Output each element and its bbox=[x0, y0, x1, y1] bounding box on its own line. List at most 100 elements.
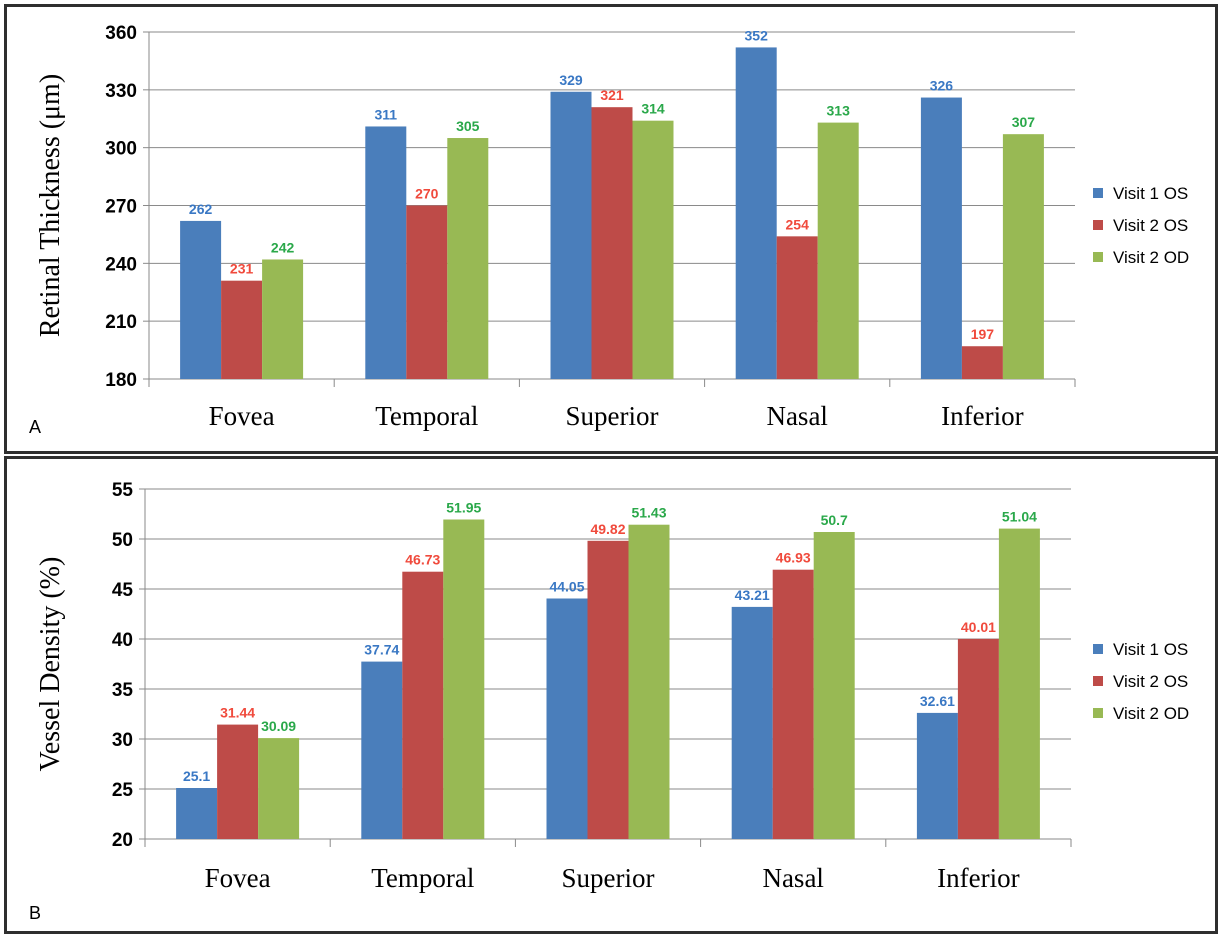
legend-swatch bbox=[1093, 676, 1103, 686]
bar bbox=[365, 126, 407, 379]
legend-swatch bbox=[1093, 252, 1103, 262]
bar bbox=[916, 712, 958, 839]
bar bbox=[817, 122, 859, 379]
vessel-density-chart: 20 25 30 35 40 45 50 55 Vessel Density (%) Fovea 2… bbox=[35, 480, 1189, 893]
data-label: 25.1 bbox=[183, 768, 210, 784]
y-tick-label: 25 bbox=[112, 780, 134, 801]
y-axis-label: Retinal Thickness (μm) bbox=[35, 74, 66, 337]
bar bbox=[587, 540, 629, 839]
legend-swatch bbox=[1093, 188, 1103, 198]
data-label: 51.04 bbox=[1002, 509, 1037, 525]
y-tick-label: 50 bbox=[112, 530, 133, 551]
bar bbox=[176, 788, 218, 839]
bar bbox=[920, 97, 962, 380]
bar bbox=[591, 107, 633, 379]
bar bbox=[731, 606, 773, 839]
x-tick-label: Superior bbox=[566, 401, 659, 431]
data-label: 311 bbox=[375, 106, 398, 122]
y-tick-label: 30 bbox=[112, 730, 133, 751]
x-tick-label: Fovea bbox=[209, 401, 275, 431]
bar bbox=[957, 638, 999, 839]
bar bbox=[262, 259, 304, 379]
data-label: 262 bbox=[189, 201, 213, 217]
data-label: 50.7 bbox=[821, 512, 848, 528]
bar bbox=[406, 205, 448, 379]
x-tick-label: Inferior bbox=[937, 863, 1019, 893]
y-tick-label: 55 bbox=[112, 480, 134, 501]
bar bbox=[402, 571, 444, 839]
y-tick-label: 240 bbox=[105, 254, 137, 275]
panel-b: 20 25 30 35 40 45 50 55 Vessel Density (%) Fovea 2… bbox=[4, 456, 1218, 934]
bar bbox=[776, 236, 818, 379]
data-label: 270 bbox=[415, 186, 439, 202]
x-tick-label: Temporal bbox=[375, 401, 478, 431]
data-label: 31.44 bbox=[220, 705, 255, 721]
bar bbox=[628, 524, 670, 839]
bar bbox=[632, 120, 674, 379]
data-label: 313 bbox=[827, 103, 851, 119]
y-tick-label: 45 bbox=[112, 580, 134, 601]
bar bbox=[961, 346, 1003, 379]
data-label: 242 bbox=[271, 239, 295, 255]
y-tick-label: 270 bbox=[105, 197, 137, 218]
legend-label: Visit 2 OD bbox=[1113, 704, 1189, 723]
legend-label: Visit 1 OS bbox=[1113, 640, 1188, 659]
data-label: 44.05 bbox=[549, 579, 584, 595]
bar bbox=[443, 519, 485, 839]
data-label: 231 bbox=[230, 261, 254, 277]
legend-swatch bbox=[1093, 220, 1103, 230]
x-tick-label: Fovea bbox=[205, 863, 271, 893]
data-label: 352 bbox=[745, 27, 769, 43]
data-label: 49.82 bbox=[590, 521, 625, 537]
x-tick-label: Nasal bbox=[762, 863, 823, 893]
y-tick-label: 210 bbox=[105, 312, 137, 333]
panel-letter-b: B bbox=[29, 903, 42, 923]
bar bbox=[447, 138, 489, 379]
data-label: 32.61 bbox=[920, 693, 955, 709]
y-tick-label: 360 bbox=[105, 23, 137, 44]
x-tick-label: Superior bbox=[562, 863, 655, 893]
data-label: 46.93 bbox=[776, 550, 811, 566]
bar bbox=[217, 724, 259, 839]
legend-label: Visit 2 OS bbox=[1113, 216, 1188, 235]
y-tick-label: 40 bbox=[112, 630, 133, 651]
bar bbox=[546, 598, 588, 839]
bar bbox=[735, 47, 777, 380]
y-tick-label: 35 bbox=[112, 680, 134, 701]
bar bbox=[998, 528, 1040, 839]
data-label: 321 bbox=[600, 87, 624, 103]
data-label: 30.09 bbox=[261, 718, 296, 734]
data-label: 326 bbox=[930, 78, 954, 94]
y-tick-label: 20 bbox=[112, 830, 133, 851]
x-tick-label: Temporal bbox=[371, 863, 474, 893]
legend-swatch bbox=[1093, 644, 1103, 654]
data-label: 329 bbox=[559, 72, 583, 88]
panel-letter-a: A bbox=[29, 417, 42, 437]
bar bbox=[180, 220, 222, 379]
bar bbox=[258, 738, 300, 839]
x-tick-label: Nasal bbox=[766, 401, 827, 431]
data-label: 307 bbox=[1012, 114, 1036, 130]
data-label: 40.01 bbox=[961, 619, 996, 635]
legend-label: Visit 1 OS bbox=[1113, 184, 1188, 203]
panel-a: 180 210 240 270 300 330 360 Retinal Thickness (… bbox=[4, 4, 1218, 454]
retinal-thickness-chart: 180 210 240 270 300 330 360 Retinal Thickness (… bbox=[35, 23, 1189, 431]
data-label: 305 bbox=[456, 118, 480, 134]
x-tick-label: Inferior bbox=[941, 401, 1023, 431]
data-label: 51.43 bbox=[631, 505, 666, 521]
data-label: 314 bbox=[641, 101, 665, 117]
data-label: 254 bbox=[786, 216, 810, 232]
legend-label: Visit 2 OD bbox=[1113, 248, 1189, 267]
data-label: 46.73 bbox=[405, 552, 440, 568]
bar bbox=[772, 569, 814, 839]
bar bbox=[813, 532, 855, 839]
y-tick-label: 300 bbox=[105, 139, 137, 160]
legend-label: Visit 2 OS bbox=[1113, 672, 1188, 691]
data-label: 43.21 bbox=[735, 587, 770, 603]
bar bbox=[221, 280, 263, 379]
data-label: 37.74 bbox=[364, 642, 399, 658]
bar bbox=[361, 661, 403, 839]
y-tick-label: 330 bbox=[105, 81, 137, 102]
data-label: 51.95 bbox=[446, 500, 481, 516]
data-label: 197 bbox=[971, 326, 995, 342]
